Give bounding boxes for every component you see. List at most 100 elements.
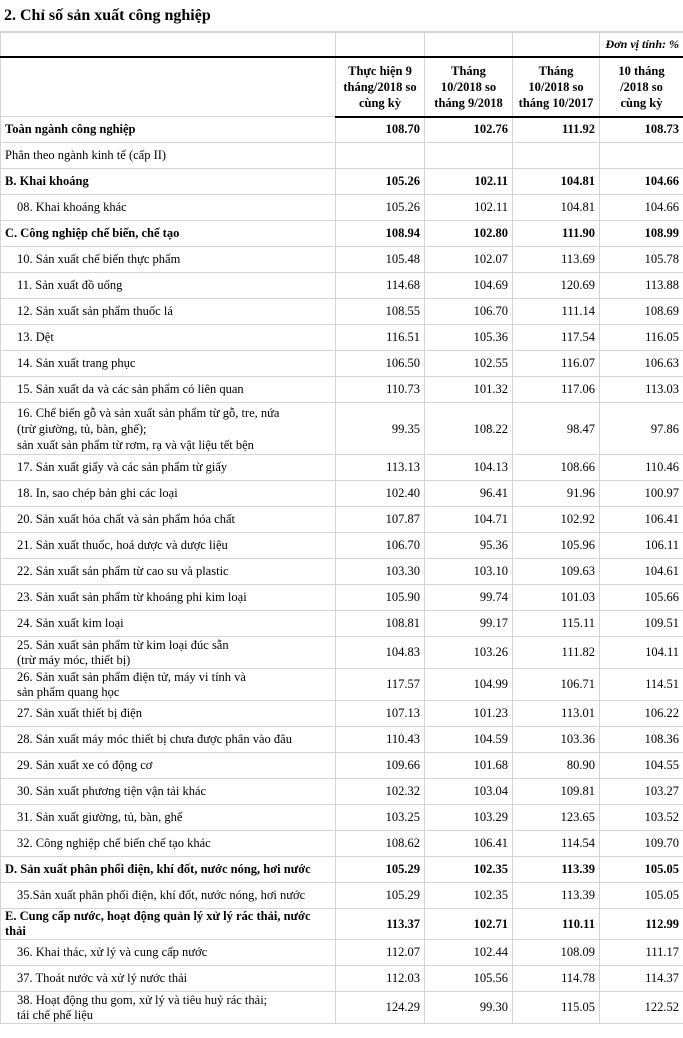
column-header: Tháng 10/2018 so tháng 9/2018 (424, 56, 513, 118)
row-label: 22. Sản xuất sản phẩm từ cao su và plast… (0, 558, 336, 585)
table-row: 36. Khai thác, xử lý và cung cấp nước 112… (0, 939, 683, 966)
table-row: 26. Sản xuất sản phẩm điện tử, máy vi tí… (0, 668, 683, 701)
row-value: 108.81 (335, 610, 425, 637)
table-row: D. Sản xuất phân phối điện, khí đốt, nướ… (0, 856, 683, 883)
row-value: 113.03 (599, 376, 683, 403)
row-value: 107.13 (335, 700, 425, 727)
row-value: 116.07 (512, 350, 600, 377)
header-row: Thực hiện 9 tháng/2018 so cùng kỳ Tháng … (0, 56, 683, 118)
row-label: 24. Sản xuất kim loại (0, 610, 336, 637)
row-value: 95.36 (424, 532, 513, 559)
row-value: 116.51 (335, 324, 425, 351)
row-value (424, 142, 513, 169)
row-value: 104.66 (599, 194, 683, 221)
row-value: 112.07 (335, 939, 425, 966)
row-value: 106.70 (424, 298, 513, 325)
row-value: 110.43 (335, 726, 425, 753)
row-value: 115.11 (512, 610, 600, 637)
row-value: 104.61 (599, 558, 683, 585)
row-label: 30. Sản xuất phương tiện vận tải khác (0, 778, 336, 805)
row-value: 105.26 (335, 168, 425, 195)
row-value: 103.30 (335, 558, 425, 585)
table-row: 29. Sản xuất xe có động cơ 109.66 101.68 80… (0, 752, 683, 779)
row-value: 97.86 (599, 402, 683, 455)
row-value: 103.04 (424, 778, 513, 805)
row-value: 114.78 (512, 965, 600, 992)
row-value: 108.94 (335, 220, 425, 247)
row-value: 103.27 (599, 778, 683, 805)
row-value: 111.82 (512, 636, 600, 669)
row-value: 99.74 (424, 584, 513, 611)
row-value: 104.71 (424, 506, 513, 533)
row-value: 117.54 (512, 324, 600, 351)
row-value: 104.66 (599, 168, 683, 195)
row-value: 104.59 (424, 726, 513, 753)
row-value: 106.70 (335, 532, 425, 559)
row-value: 105.29 (335, 856, 425, 883)
row-label: C. Công nghiệp chế biến, chế tạo (0, 220, 336, 247)
row-value (599, 142, 683, 169)
unit-row: Đơn vị tính: % (0, 32, 683, 58)
table-row: Toàn ngành công nghiệp 108.70 102.76 111.92… (0, 116, 683, 143)
row-label: 20. Sản xuất hóa chất và sản phẩm hóa ch… (0, 506, 336, 533)
table-row: 28. Sản xuất máy móc thiết bị chưa được … (0, 726, 683, 753)
row-value: 117.06 (512, 376, 600, 403)
row-label: 36. Khai thác, xử lý và cung cấp nước (0, 939, 336, 966)
row-label: 11. Sản xuất đồ uống (0, 272, 336, 299)
table-row: 32. Công nghiệp chế biến chế tạo khác 108… (0, 830, 683, 857)
row-value: 108.66 (512, 454, 600, 481)
table-row: 14. Sản xuất trang phục 106.50 102.55 116.0… (0, 350, 683, 377)
row-label: Phân theo ngành kinh tế (cấp II) (0, 142, 336, 169)
row-value: 108.69 (599, 298, 683, 325)
row-label: 15. Sản xuất da và các sản phẩm có liên … (0, 376, 336, 403)
row-label: 08. Khai khoáng khác (0, 194, 336, 221)
row-value: 105.78 (599, 246, 683, 273)
table-row: 23. Sản xuất sản phẩm từ khoáng phi kim … (0, 584, 683, 611)
table-row: 10. Sản xuất chế biến thực phẩm 105.48 102… (0, 246, 683, 273)
row-value: 113.88 (599, 272, 683, 299)
row-value: 110.73 (335, 376, 425, 403)
industrial-production-index-table: Đơn vị tính: % Thực hiện 9 tháng/2018 so… (0, 32, 683, 1024)
row-value: 102.07 (424, 246, 513, 273)
table-row: 21. Sản xuất thuốc, hoá dược và dược liệ… (0, 532, 683, 559)
row-value: 110.11 (512, 908, 600, 940)
table-row: 11. Sản xuất đồ uống 114.68 104.69 120.69 11… (0, 272, 683, 299)
row-value: 101.03 (512, 584, 600, 611)
table-row: 22. Sản xuất sản phẩm từ cao su và plast… (0, 558, 683, 585)
row-value: 108.22 (424, 402, 513, 455)
row-value: 102.32 (335, 778, 425, 805)
row-value: 102.80 (424, 220, 513, 247)
row-value: 113.39 (512, 856, 600, 883)
row-value: 98.47 (512, 402, 600, 455)
row-value: 106.41 (424, 830, 513, 857)
row-value: 102.71 (424, 908, 513, 940)
row-value: 99.30 (424, 991, 513, 1024)
row-value: 109.81 (512, 778, 600, 805)
row-value: 116.05 (599, 324, 683, 351)
row-value: 109.66 (335, 752, 425, 779)
row-value: 102.35 (424, 882, 513, 909)
row-label: 26. Sản xuất sản phẩm điện tử, máy vi tí… (0, 668, 336, 701)
row-value: 105.05 (599, 856, 683, 883)
row-value: 109.63 (512, 558, 600, 585)
row-value: 99.17 (424, 610, 513, 637)
row-value: 106.22 (599, 700, 683, 727)
row-label: 25. Sản xuất sản phẩm từ kim loại đúc sẵ… (0, 636, 336, 669)
row-value: 107.87 (335, 506, 425, 533)
row-value: 109.70 (599, 830, 683, 857)
row-value: 91.96 (512, 480, 600, 507)
row-label: 14. Sản xuất trang phục (0, 350, 336, 377)
row-value: 104.81 (512, 194, 600, 221)
row-label: 17. Sản xuất giấy và các sản phẩm từ giấ… (0, 454, 336, 481)
row-value: 105.36 (424, 324, 513, 351)
row-value: 102.92 (512, 506, 600, 533)
row-value: 111.90 (512, 220, 600, 247)
row-value: 112.99 (599, 908, 683, 940)
row-value (335, 142, 425, 169)
row-value: 103.10 (424, 558, 513, 585)
table-row: 25. Sản xuất sản phẩm từ kim loại đúc sẵ… (0, 636, 683, 669)
row-value: 106.50 (335, 350, 425, 377)
row-value: 111.17 (599, 939, 683, 966)
row-label: 37. Thoát nước và xử lý nước thải (0, 965, 336, 992)
row-value: 104.81 (512, 168, 600, 195)
